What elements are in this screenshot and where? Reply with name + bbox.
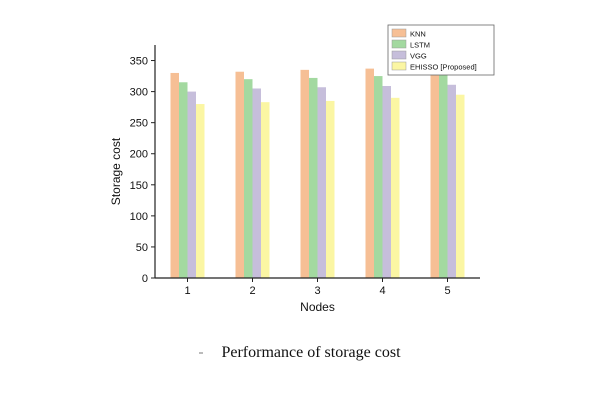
x-tick-label: 4 xyxy=(379,285,385,297)
bar xyxy=(244,79,253,278)
bar xyxy=(252,88,261,279)
legend-swatch xyxy=(391,39,407,49)
y-tick-label: 250 xyxy=(130,118,148,130)
x-tick-label: 5 xyxy=(444,285,450,297)
bar xyxy=(391,97,400,278)
bar xyxy=(196,104,205,278)
y-tick-label: 0 xyxy=(142,273,148,285)
y-tick-label: 150 xyxy=(130,180,148,192)
legend-label: VGG xyxy=(410,52,427,61)
bar xyxy=(439,74,448,278)
x-tick-label: 1 xyxy=(184,285,190,297)
bar xyxy=(317,87,326,278)
axes-layer: 0 50 100 150 200 250 300 350 1 2 3 4 5 Nodes Storage c… xyxy=(109,45,480,314)
bar xyxy=(456,94,465,279)
bars-layer xyxy=(170,66,465,279)
bar xyxy=(309,77,318,279)
y-tick-label: 100 xyxy=(130,211,148,223)
bar xyxy=(187,91,196,278)
x-tick-label: 2 xyxy=(249,285,255,297)
figure-caption: Performance of storage cost xyxy=(0,344,600,362)
y-tick-label: 300 xyxy=(130,87,148,99)
legend-swatch xyxy=(391,61,407,71)
legend-label: LSTM xyxy=(410,41,430,50)
legend-label: KNN xyxy=(410,30,426,39)
x-tick-label: 3 xyxy=(314,285,320,297)
bar xyxy=(261,102,270,278)
legend: KNN LSTM VGG EHISSO [Proposed] xyxy=(387,24,495,76)
bar xyxy=(179,82,188,278)
y-axis-label: Storage cost xyxy=(109,137,123,205)
bar xyxy=(447,84,456,279)
y-tick-label: 200 xyxy=(130,149,148,161)
x-axis-label: Nodes xyxy=(300,300,335,314)
bar xyxy=(170,72,179,279)
bar xyxy=(430,66,439,278)
bar xyxy=(235,71,244,278)
bar xyxy=(374,76,383,278)
legend-swatch xyxy=(391,50,407,60)
bar xyxy=(300,69,309,278)
caption-text: Performance of storage cost xyxy=(221,344,401,361)
y-tick-label: 50 xyxy=(136,242,148,254)
bar xyxy=(382,86,391,278)
bar xyxy=(365,68,374,278)
legend-swatch xyxy=(391,28,407,38)
y-tick-label: 350 xyxy=(130,56,148,68)
legend-label: EHISSO [Proposed] xyxy=(410,63,477,72)
bar xyxy=(326,100,335,278)
caption-mark xyxy=(199,352,204,355)
